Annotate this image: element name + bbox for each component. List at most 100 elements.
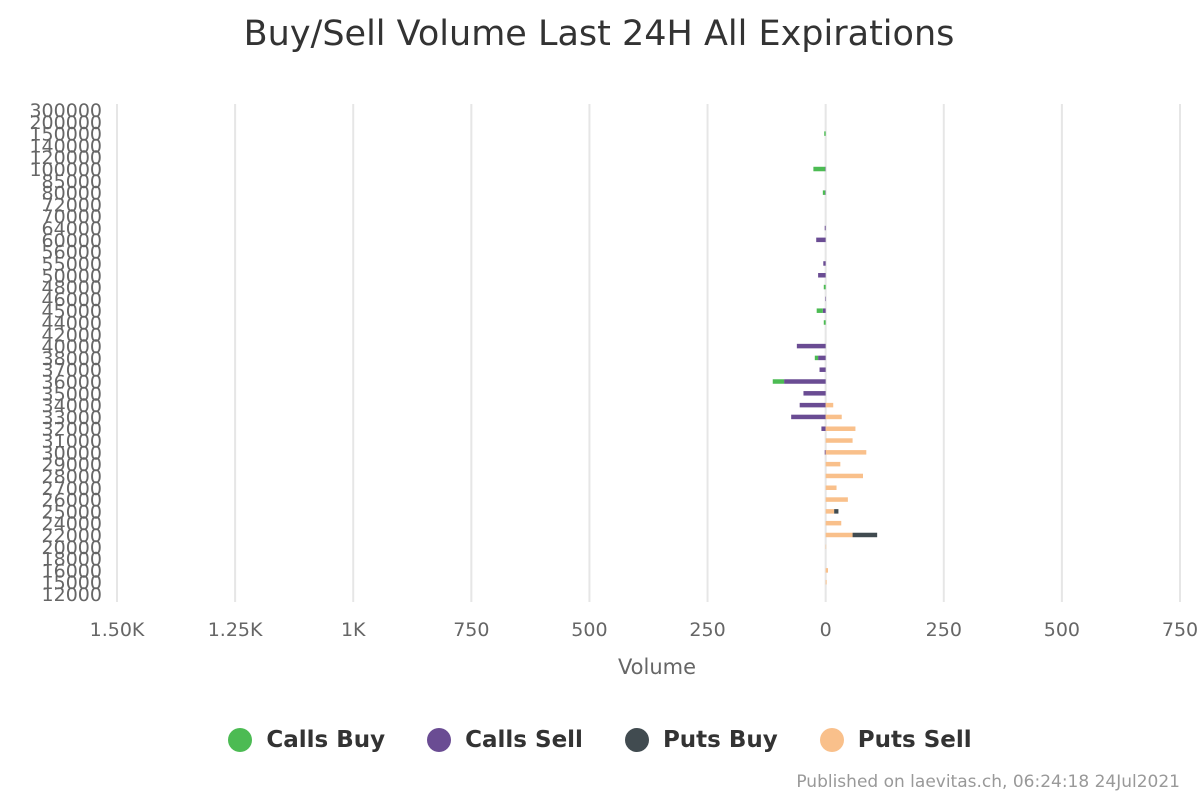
bar-puts-sell[interactable]	[825, 461, 841, 467]
y-tick-label: 32000	[42, 419, 102, 441]
legend-label: Puts Buy	[662, 727, 778, 753]
bar-puts-sell[interactable]	[825, 520, 842, 526]
bars	[772, 131, 878, 585]
x-tick-label: 750	[453, 619, 489, 641]
credit-text: Published on laevitas.ch, 06:24:18 24Jul…	[796, 772, 1180, 792]
bar-puts-sell[interactable]	[825, 497, 848, 502]
x-axis-labels: 1.50K 1.25K 1K 750 500 250 0 250 500 750	[90, 619, 1199, 641]
y-tick-label: 42000	[42, 324, 102, 346]
bar-calls-sell[interactable]	[818, 273, 826, 278]
legend-item-calls-buy[interactable]: Calls Buy	[228, 727, 385, 753]
y-tick-label: 72000	[42, 194, 102, 216]
bar-calls-buy[interactable]	[814, 355, 819, 361]
bar-calls-buy[interactable]	[822, 190, 826, 195]
y-tick-label: 29000	[42, 454, 102, 476]
bar-calls-sell[interactable]	[823, 261, 826, 266]
y-tick-label: 150000	[29, 124, 102, 146]
bar-puts-sell[interactable]	[825, 438, 853, 443]
bar-calls-sell[interactable]	[824, 450, 826, 455]
y-tick-label: 70000	[42, 206, 102, 228]
y-tick-label: 35000	[42, 383, 102, 405]
bar-calls-sell[interactable]	[803, 391, 826, 396]
y-tick-label: 100000	[29, 159, 102, 181]
x-tick-label: 0	[820, 619, 832, 641]
bar-puts-sell[interactable]	[825, 532, 853, 538]
legend-item-puts-buy[interactable]: Puts Buy	[624, 727, 778, 753]
y-tick-label: 33000	[42, 407, 102, 429]
bar-calls-sell[interactable]	[824, 225, 826, 231]
y-tick-label: 56000	[42, 242, 102, 264]
y-axis-labels: 3000002000001500001400001200001000008500…	[29, 100, 102, 606]
bar-calls-sell[interactable]	[821, 426, 826, 431]
y-tick-label: 300000	[29, 100, 102, 122]
y-tick-label: 28000	[42, 466, 102, 488]
y-tick-label: 40000	[42, 336, 102, 358]
bar-puts-sell[interactable]	[825, 568, 829, 573]
bar-calls-sell[interactable]	[818, 355, 826, 361]
bar-puts-sell[interactable]	[825, 450, 867, 455]
x-tick-label: 1K	[341, 619, 366, 641]
bar-calls-buy[interactable]	[813, 166, 826, 172]
y-tick-label: 27000	[42, 478, 102, 500]
x-tick-label: 250	[689, 619, 725, 641]
y-tick-label: 38000	[42, 348, 102, 370]
legend-label: Calls Buy	[266, 727, 386, 753]
y-tick-label: 22000	[42, 525, 102, 547]
y-tick-label: 85000	[42, 171, 102, 193]
y-tick-label: 31000	[42, 431, 102, 453]
y-tick-label: 200000	[29, 112, 102, 134]
legend-item-calls-sell[interactable]: Calls Sell	[427, 727, 583, 753]
x-tick-label: 1.25K	[208, 619, 263, 641]
y-tick-label: 80000	[42, 183, 102, 205]
y-tick-label: 45000	[42, 301, 102, 323]
y-tick-label: 36000	[42, 372, 102, 394]
bar-calls-sell[interactable]	[784, 379, 826, 384]
x-tick-label: 1.50K	[90, 619, 145, 641]
bar-puts-sell[interactable]	[825, 473, 863, 479]
y-tick-label: 12000	[42, 584, 102, 606]
bar-calls-buy[interactable]	[772, 379, 785, 384]
x-tick-label: 500	[571, 619, 607, 641]
y-tick-label: 25000	[42, 501, 102, 523]
y-tick-label: 34000	[42, 395, 102, 417]
bar-puts-sell[interactable]	[825, 579, 827, 585]
bar-calls-sell[interactable]	[796, 343, 826, 349]
legend-label: Calls Sell	[465, 727, 583, 753]
legend-swatch-puts-buy	[624, 728, 649, 752]
bar-puts-sell[interactable]	[825, 414, 842, 420]
y-tick-label: 37000	[42, 360, 102, 382]
legend-swatch-calls-sell	[427, 728, 452, 752]
bar-calls-buy[interactable]	[824, 131, 826, 136]
x-tick-label: 250	[926, 619, 962, 641]
bar-calls-sell[interactable]	[819, 367, 826, 372]
bar-calls-sell[interactable]	[816, 237, 826, 243]
bar-calls-buy[interactable]	[816, 308, 823, 313]
y-tick-label: 140000	[29, 135, 102, 157]
bar-calls-sell[interactable]	[822, 308, 826, 313]
bar-puts-sell[interactable]	[825, 509, 835, 514]
bar-calls-sell[interactable]	[791, 414, 826, 420]
bar-puts-buy[interactable]	[852, 532, 878, 538]
y-tick-label: 48000	[42, 277, 102, 299]
bar-calls-buy[interactable]	[823, 284, 826, 290]
bar-puts-buy[interactable]	[834, 509, 839, 514]
y-tick-label: 46000	[42, 289, 102, 311]
y-tick-label: 20000	[42, 537, 102, 559]
y-tick-label: 24000	[42, 513, 102, 535]
y-tick-label: 120000	[29, 147, 102, 169]
bar-calls-sell[interactable]	[799, 402, 826, 408]
bar-puts-sell[interactable]	[825, 402, 834, 408]
y-tick-label: 15000	[42, 572, 102, 594]
legend-swatch-calls-buy	[228, 728, 253, 752]
legend-swatch-puts-sell	[819, 728, 844, 752]
legend-label: Puts Sell	[857, 727, 972, 753]
x-tick-label: 500	[1044, 619, 1080, 641]
bar-puts-sell[interactable]	[825, 426, 856, 431]
y-tick-label: 18000	[42, 549, 102, 571]
legend-item-puts-sell[interactable]: Puts Sell	[819, 727, 972, 753]
x-axis-title: Volume	[618, 655, 696, 679]
y-tick-label: 60000	[42, 230, 102, 252]
bar-calls-buy[interactable]	[823, 320, 826, 325]
bar-puts-sell[interactable]	[825, 485, 837, 491]
